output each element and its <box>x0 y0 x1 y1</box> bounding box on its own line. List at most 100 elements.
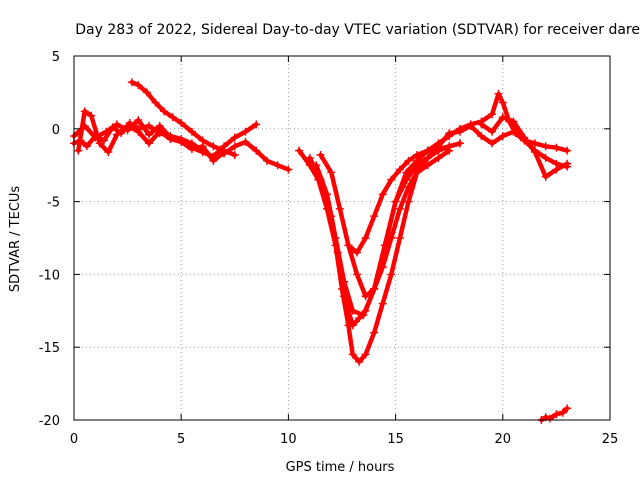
data-point <box>230 151 239 160</box>
data-point <box>378 263 387 272</box>
data-point <box>262 156 271 165</box>
x-tick-label: 25 <box>602 432 619 447</box>
data-point <box>413 161 422 170</box>
chart-title: Day 283 of 2022, Sidereal Day-to-day VTE… <box>75 22 640 38</box>
data-point <box>488 139 497 148</box>
data-point <box>370 284 379 293</box>
data-point <box>455 139 464 148</box>
data-point <box>241 127 250 136</box>
data-point <box>359 311 368 320</box>
y-axis-label: SDTVAR / TECUs <box>8 186 23 293</box>
data-point <box>423 146 432 155</box>
data-point <box>563 146 572 155</box>
data-point <box>112 130 121 139</box>
data-point <box>494 89 503 98</box>
data-point <box>220 146 229 155</box>
data-point <box>331 234 340 242</box>
x-tick-label: 0 <box>70 432 78 447</box>
data-point <box>252 120 261 129</box>
data-point <box>413 151 422 160</box>
plot-frame <box>73 55 611 421</box>
data-point <box>370 328 379 337</box>
series-track-4 <box>127 78 239 160</box>
data-point <box>498 132 507 141</box>
data-point <box>166 134 175 143</box>
x-axis-label: GPS time / hours <box>286 460 395 475</box>
data-point <box>488 110 497 119</box>
data-point <box>284 165 293 174</box>
data-point <box>344 241 353 250</box>
data-point <box>145 121 154 130</box>
data-point <box>387 270 396 279</box>
data-point <box>348 306 357 315</box>
data-point <box>387 175 396 184</box>
data-point <box>335 204 344 213</box>
data-point <box>145 130 154 139</box>
data-point <box>552 143 561 152</box>
data-point <box>477 132 486 141</box>
data-point <box>530 139 539 148</box>
data-point <box>145 139 154 148</box>
data-point <box>348 350 357 359</box>
data-point <box>445 129 454 138</box>
series-track-3 <box>74 107 229 165</box>
data-point <box>498 113 507 122</box>
data-point <box>241 137 250 146</box>
data-point <box>123 121 132 130</box>
series-line <box>76 109 227 164</box>
data-point <box>295 146 304 155</box>
data-point <box>104 148 113 157</box>
y-tick-label: 5 <box>52 50 60 65</box>
data-point <box>305 153 314 162</box>
y-tick-label: 0 <box>52 123 60 138</box>
data-point <box>530 148 539 157</box>
data-point <box>327 168 336 177</box>
data-point <box>187 127 196 136</box>
data-point <box>112 120 121 129</box>
data-point <box>100 136 109 145</box>
series-line <box>129 79 238 158</box>
data-point <box>340 277 349 286</box>
data-point <box>160 107 169 116</box>
data-point <box>230 133 239 142</box>
data-point <box>142 88 151 97</box>
data-point <box>316 151 325 160</box>
data-point <box>353 248 362 257</box>
data-point <box>177 137 186 146</box>
x-tick-label: 5 <box>177 432 185 447</box>
data-point <box>404 183 413 192</box>
data-point <box>361 350 370 359</box>
data-point <box>395 204 404 213</box>
data-point <box>151 98 160 107</box>
data-point <box>541 142 550 151</box>
data-point <box>423 153 432 162</box>
data-point <box>391 197 400 206</box>
data-point <box>434 142 443 151</box>
series-line <box>71 117 259 159</box>
y-tick-label: -5 <box>47 196 60 211</box>
data-point <box>552 165 561 174</box>
data-point <box>520 133 529 142</box>
data-point <box>466 121 475 130</box>
data-point <box>361 292 370 301</box>
data-point <box>134 116 143 125</box>
data-point <box>378 299 387 308</box>
data-point <box>552 410 561 419</box>
data-point <box>348 321 357 330</box>
data-point <box>498 98 507 107</box>
data-point <box>558 408 567 417</box>
data-point <box>74 146 83 155</box>
data-point <box>563 159 572 168</box>
data-point <box>252 146 261 155</box>
y-tick-label: -15 <box>39 341 60 356</box>
data-point <box>404 156 413 165</box>
data-point <box>541 153 550 162</box>
data-point <box>395 165 404 174</box>
x-tick-label: 10 <box>280 432 297 447</box>
data-point <box>87 111 96 120</box>
data-point <box>488 127 497 136</box>
data-point <box>402 175 411 184</box>
data-point <box>134 127 143 136</box>
